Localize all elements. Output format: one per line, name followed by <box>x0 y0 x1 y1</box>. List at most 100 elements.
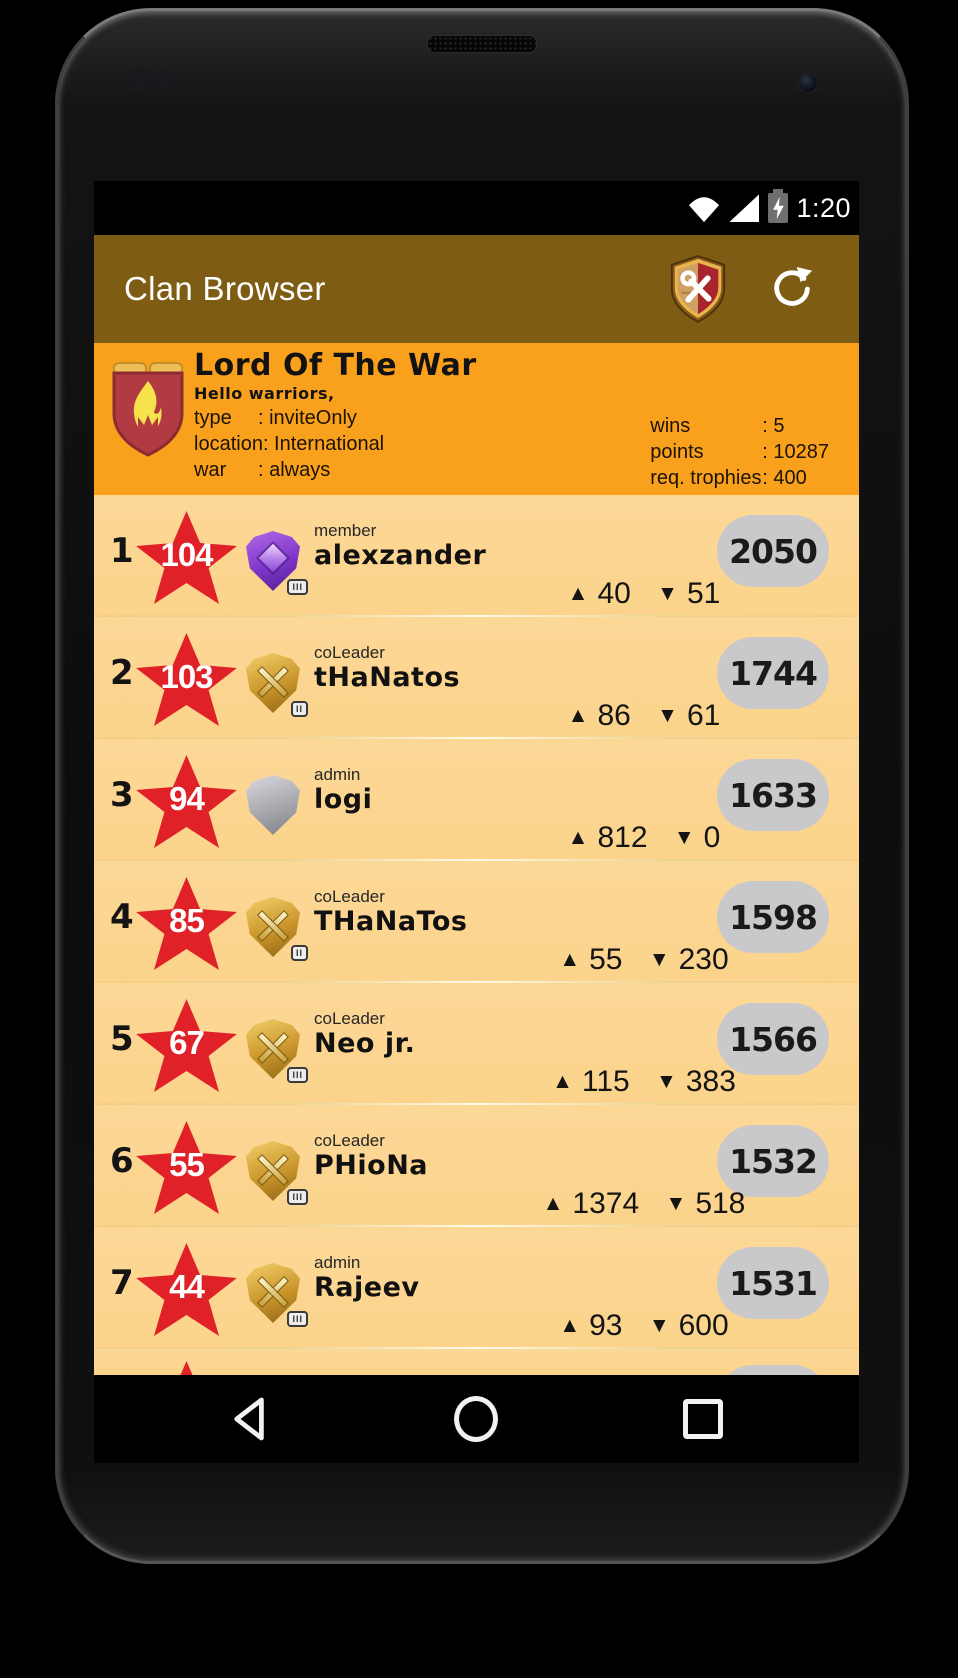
battery-charging-icon <box>768 189 789 223</box>
trophy-pill: 1531 <box>717 1247 829 1319</box>
donated-arrow-icon: ▲ <box>552 1070 573 1093</box>
clan-location: location : International <box>194 433 385 455</box>
donation-stats: ▲ 86 ▼ 61 <box>444 699 844 733</box>
member-row[interactable]: 7 44 III admin Rajeev 1531 ▲ 93 ▼ 600 <box>94 1227 859 1349</box>
received-count: 518 <box>695 1187 746 1220</box>
trophy-count: 1531 <box>729 1263 818 1303</box>
clan-stats: wins : 5 points : 10287 req. trophies : … <box>650 413 829 491</box>
donated-arrow-icon: ▲ <box>567 826 589 849</box>
received-count: 61 <box>686 699 721 732</box>
trophy-count: 1633 <box>729 775 818 815</box>
member-identity: admin Rajeev <box>314 1253 420 1304</box>
league-badge-icon <box>246 775 300 837</box>
clan-war-frequency: war : always <box>194 459 331 481</box>
donation-stats: ▲ 55 ▼ 230 <box>444 943 844 977</box>
donation-stats: ▲ 115 ▼ 383 <box>444 1065 844 1099</box>
level-star-icon: 104 <box>136 511 237 604</box>
league-tier-badge: II <box>290 945 308 961</box>
level-star-icon: 55 <box>136 1121 237 1214</box>
clan-shield-tools-icon[interactable] <box>667 254 729 324</box>
member-row[interactable]: 1 104 III member alexzander 2050 ▲ 40 ▼ 51 <box>94 495 859 617</box>
front-camera <box>798 73 818 93</box>
donated-arrow-icon: ▲ <box>559 948 581 971</box>
member-level: 104 <box>160 536 213 573</box>
league-shield-shape <box>246 775 300 835</box>
level-star-icon: 94 <box>136 755 237 848</box>
member-name: THaNaTos <box>314 906 468 937</box>
received-count: 51 <box>686 577 721 610</box>
received-arrow-icon: ▼ <box>656 1070 677 1093</box>
member-row[interactable]: 5 67 III coLeader Neo jr. 1566 ▲ 115 ▼ 383 <box>94 983 859 1105</box>
trophy-pill <box>717 1365 829 1375</box>
member-role: coLeader <box>314 1009 385 1028</box>
member-rank: 4 <box>110 897 135 937</box>
league-tier-badge: III <box>287 1311 308 1327</box>
trophy-count: 2050 <box>729 531 818 571</box>
donation-stats: ▲ 812 ▼ 0 <box>444 821 844 855</box>
member-role: coLeader <box>314 643 385 662</box>
donated-count: 86 <box>597 699 631 732</box>
level-star-icon: 44 <box>136 1243 237 1336</box>
phone-frame: 1:20 Clan Browser <box>55 8 909 1564</box>
member-rank: 7 <box>110 1263 135 1303</box>
league-badge-icon: III <box>246 531 308 595</box>
trophy-pill: 1532 <box>717 1125 829 1197</box>
league-badge-icon: II <box>246 897 308 961</box>
wifi-icon <box>689 197 720 223</box>
trophy-count: 1598 <box>729 897 818 937</box>
light-sensor <box>154 71 172 89</box>
clan-type: type : inviteOnly <box>194 407 357 429</box>
action-bar-icons <box>667 254 815 324</box>
donated-count: 55 <box>589 943 623 976</box>
member-rank: 1 <box>110 531 135 571</box>
member-name: alexzander <box>314 540 487 571</box>
clan-wins: wins : 5 <box>650 415 785 437</box>
received-arrow-icon: ▼ <box>648 948 670 971</box>
member-identity: coLeader PHioNa <box>314 1131 428 1182</box>
trophy-pill: 1598 <box>717 881 829 953</box>
member-rank: 2 <box>110 653 135 693</box>
received-arrow-icon: ▼ <box>657 704 678 727</box>
donated-count: 40 <box>597 577 631 610</box>
proximity-sensor <box>126 67 150 91</box>
phone-screen: 1:20 Clan Browser <box>94 181 859 1463</box>
league-tier-badge: III <box>287 1189 308 1205</box>
member-role: admin <box>314 1253 361 1272</box>
league-tier-badge: II <box>290 701 308 717</box>
clan-name: Lord Of The War <box>194 348 477 383</box>
donated-arrow-icon: ▲ <box>567 704 589 727</box>
action-bar: Clan Browser <box>94 235 859 343</box>
member-identity: coLeader Neo jr. <box>314 1009 415 1060</box>
member-row[interactable]: 2 103 II coLeader tHaNatos 1744 ▲ 86 ▼ 61 <box>94 617 859 739</box>
signal-icon <box>729 194 760 222</box>
clan-description: Hello warriors, <box>194 384 335 403</box>
level-star-icon: 67 <box>136 999 237 1092</box>
member-name: Rajeev <box>314 1272 420 1303</box>
app-title: Clan Browser <box>124 270 326 307</box>
level-star-icon <box>136 1361 237 1375</box>
clan-required-trophies: req. trophies : 400 <box>650 467 807 489</box>
donated-arrow-icon: ▲ <box>542 1192 564 1215</box>
trophy-pill: 1566 <box>717 1003 829 1075</box>
status-bar: 1:20 <box>94 181 859 235</box>
level-star-icon: 103 <box>136 633 237 726</box>
member-row[interactable]: 6 55 III coLeader PHioNa 1532 ▲ 1374 ▼ 518 <box>94 1105 859 1227</box>
donated-count: 1374 <box>572 1187 640 1220</box>
refresh-icon[interactable] <box>769 266 815 312</box>
recents-button[interactable] <box>682 1399 723 1439</box>
home-button[interactable] <box>453 1396 498 1442</box>
league-tier-badge: III <box>287 1067 308 1083</box>
trophy-count: 1532 <box>729 1141 818 1181</box>
member-row[interactable]: 4 85 II coLeader THaNaTos 1598 ▲ 55 ▼ 230 <box>94 861 859 983</box>
received-count: 0 <box>703 821 721 854</box>
donation-stats: ▲ 93 ▼ 600 <box>444 1309 844 1343</box>
donation-stats: ▲ 1374 ▼ 518 <box>444 1187 844 1221</box>
member-name: Neo jr. <box>314 1028 416 1059</box>
received-arrow-icon: ▼ <box>657 582 678 605</box>
back-button[interactable] <box>231 1396 269 1442</box>
member-role: coLeader <box>314 1131 385 1150</box>
member-row[interactable]: 3 94 admin logi 1633 ▲ 812 ▼ 0 <box>94 739 859 861</box>
league-badge-icon: III <box>246 1019 308 1083</box>
league-badge-icon: III <box>246 1141 308 1205</box>
